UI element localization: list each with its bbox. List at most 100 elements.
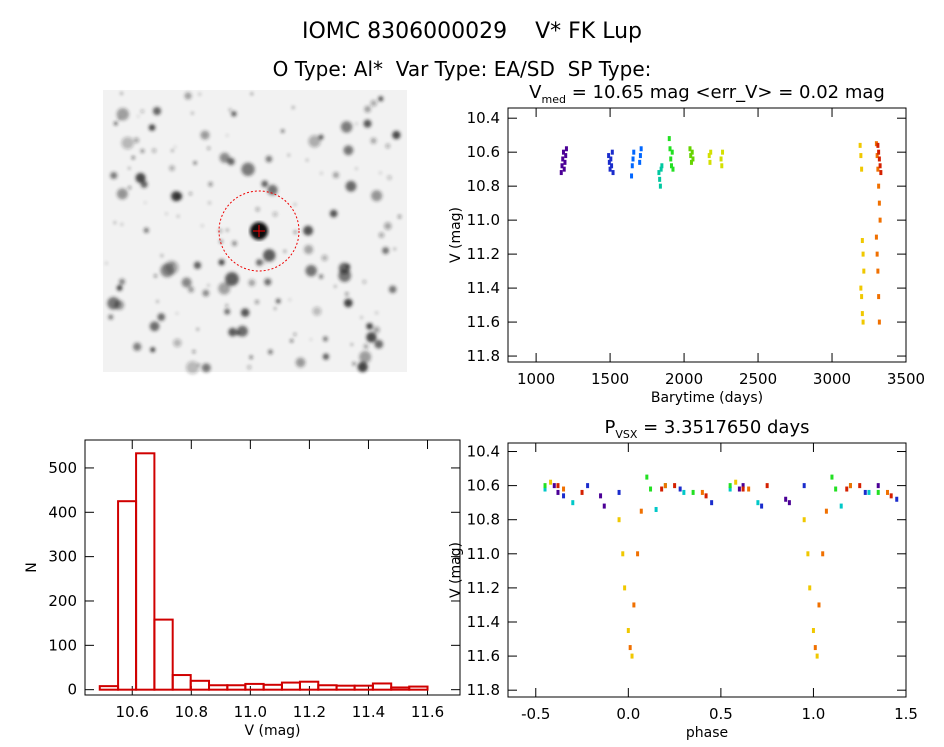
star xyxy=(120,223,123,226)
y-tick-label: 11.2 xyxy=(467,245,500,263)
star xyxy=(140,109,145,114)
figure-title: IOMC 8306000029 V* FK Lup xyxy=(302,19,642,44)
star xyxy=(366,322,373,330)
star xyxy=(128,186,131,189)
star xyxy=(208,182,213,187)
star xyxy=(388,285,397,294)
y-axis-label: N xyxy=(24,562,40,572)
x-tick-label: 11.2 xyxy=(293,703,326,721)
star xyxy=(293,230,297,234)
data-point xyxy=(668,146,672,152)
star xyxy=(247,365,252,370)
data-point xyxy=(721,149,725,155)
data-point xyxy=(839,503,843,509)
data-point xyxy=(563,159,567,165)
star xyxy=(309,338,312,341)
data-point xyxy=(630,653,634,659)
star xyxy=(198,92,202,96)
histogram-bar xyxy=(117,500,138,691)
star xyxy=(322,336,328,342)
star xyxy=(293,333,297,336)
star xyxy=(231,111,237,117)
data-point xyxy=(623,585,627,591)
x-tick-label: 11.0 xyxy=(234,703,267,721)
y-axis-label: V (mag) xyxy=(448,542,464,598)
data-point xyxy=(760,503,764,509)
data-point xyxy=(630,163,634,169)
y-tick-label: 0 xyxy=(67,681,77,699)
star xyxy=(201,363,211,373)
x-tick-label: 0.5 xyxy=(709,705,733,723)
y-tick-label: 11.8 xyxy=(467,681,500,699)
data-point xyxy=(817,602,821,608)
data-point xyxy=(830,474,834,480)
data-point xyxy=(543,483,547,489)
x-tick-label: 3000 xyxy=(813,370,851,388)
star xyxy=(281,129,285,133)
data-point xyxy=(638,153,642,159)
data-point xyxy=(638,159,642,165)
data-point xyxy=(861,319,865,325)
star xyxy=(275,298,281,304)
data-point xyxy=(564,146,568,152)
star xyxy=(202,289,210,297)
star xyxy=(143,227,149,233)
data-point xyxy=(691,489,695,495)
star xyxy=(150,347,156,353)
data-point xyxy=(678,486,682,492)
star xyxy=(114,121,118,126)
star xyxy=(352,362,356,366)
star xyxy=(322,353,330,360)
x-tick-label: 3500 xyxy=(887,370,925,388)
star xyxy=(118,117,121,120)
star xyxy=(283,250,287,253)
x-axis-label: V (mag) xyxy=(244,723,300,739)
data-point xyxy=(876,166,880,172)
star xyxy=(140,149,145,153)
star xyxy=(225,304,228,307)
star xyxy=(293,203,297,206)
star xyxy=(186,361,200,375)
star xyxy=(218,259,225,266)
histogram-bar xyxy=(208,684,229,691)
star xyxy=(133,342,142,351)
data-point xyxy=(813,645,817,651)
star xyxy=(135,172,146,183)
data-point xyxy=(660,163,664,169)
star xyxy=(360,316,363,319)
star xyxy=(225,272,239,286)
data-point xyxy=(879,170,883,176)
star xyxy=(371,190,383,202)
histogram-bar xyxy=(153,618,174,691)
data-point xyxy=(607,153,611,159)
target-cross xyxy=(253,225,265,237)
star xyxy=(148,124,156,131)
star xyxy=(157,313,166,321)
star xyxy=(267,184,278,196)
data-point xyxy=(632,602,636,608)
star xyxy=(397,214,402,219)
histogram-bar xyxy=(353,684,374,691)
data-point xyxy=(878,163,882,169)
data-point xyxy=(628,645,632,651)
star xyxy=(121,136,134,150)
data-point xyxy=(562,166,566,172)
data-point xyxy=(552,483,556,489)
star xyxy=(113,221,116,224)
data-point xyxy=(610,163,614,169)
x-tick-label: 2500 xyxy=(739,370,777,388)
x-tick-label: 2000 xyxy=(665,370,703,388)
data-point xyxy=(660,486,664,492)
data-point xyxy=(876,268,880,274)
star xyxy=(295,357,306,368)
star xyxy=(290,339,294,343)
y-tick-label: 100 xyxy=(48,636,77,654)
y-tick-label: 10.4 xyxy=(467,109,500,127)
data-point xyxy=(876,483,880,489)
star xyxy=(165,212,168,215)
data-point xyxy=(834,486,838,492)
star xyxy=(218,282,231,295)
data-point xyxy=(562,493,566,499)
y-tick-label: 11.8 xyxy=(467,347,500,365)
star xyxy=(312,306,322,316)
